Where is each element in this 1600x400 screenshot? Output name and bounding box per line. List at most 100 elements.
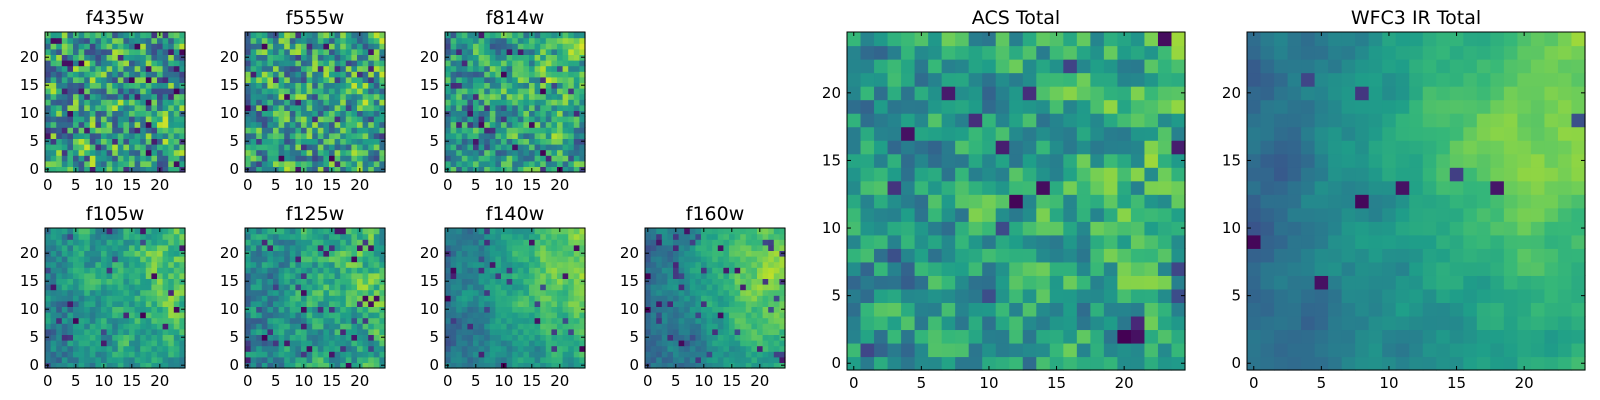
heatmap-cell (67, 149, 74, 156)
heatmap-cell (362, 160, 369, 167)
heatmap-cell (157, 144, 164, 151)
heatmap-cell (362, 149, 369, 156)
heatmap-cell (134, 312, 141, 319)
heatmap-cell (557, 295, 564, 302)
heatmap-cell (61, 65, 68, 72)
heatmap-cell (445, 76, 452, 83)
heatmap-cell (941, 315, 956, 331)
heatmap-cell (256, 328, 263, 335)
heatmap-cell (61, 334, 68, 341)
heatmap-cell (545, 272, 552, 279)
heatmap-cell (914, 342, 929, 358)
heatmap-cell (340, 48, 347, 55)
heatmap-cell (540, 54, 547, 61)
heatmap-cell (289, 239, 296, 246)
heatmap-cell (289, 289, 296, 296)
heatmap-cell (717, 300, 724, 307)
heatmap-cell (534, 138, 541, 145)
heatmap-cell (267, 121, 274, 128)
heatmap-cell (1049, 315, 1064, 331)
heatmap-cell (45, 99, 52, 106)
heatmap-cell (982, 356, 997, 371)
heatmap-cell (67, 99, 74, 106)
heatmap-cell (168, 300, 175, 307)
heatmap-cell (117, 256, 124, 263)
heatmap-cell (523, 93, 530, 100)
heatmap-cell (1171, 167, 1186, 182)
heatmap-cell (295, 65, 302, 72)
heatmap-cell (695, 295, 702, 302)
heatmap-cell (579, 317, 586, 324)
heatmap-cell (95, 261, 102, 268)
heatmap-cell (645, 351, 652, 358)
heatmap-cell (523, 127, 530, 134)
heatmap-cell (162, 65, 169, 72)
heatmap-cell (151, 71, 158, 78)
heatmap-cell (562, 356, 569, 363)
heatmap-cell (1049, 221, 1064, 236)
heatmap-cell (478, 60, 485, 67)
heatmap-cell (373, 278, 380, 285)
heatmap-cell (982, 167, 997, 182)
heatmap-cell (512, 300, 519, 307)
heatmap-cell (740, 261, 747, 268)
heatmap-cell (489, 228, 496, 235)
heatmap-cell (557, 104, 564, 111)
heatmap-cell (667, 334, 674, 341)
heatmap-cell (779, 300, 786, 307)
heatmap-cell (140, 228, 147, 235)
heatmap-cell (345, 138, 352, 145)
heatmap-cell (667, 228, 674, 235)
heatmap-cell (340, 104, 347, 111)
heatmap-cell (456, 132, 463, 139)
heatmap-cell (151, 99, 158, 106)
heatmap-cell (373, 60, 380, 67)
heatmap-cell (312, 334, 319, 341)
heatmap-cell (661, 278, 668, 285)
heatmap-cell (50, 267, 57, 274)
heatmap-cell (261, 60, 268, 67)
heatmap-cell (450, 65, 457, 72)
heatmap-cell (179, 317, 186, 324)
heatmap-cell (689, 256, 696, 263)
heatmap-cell (151, 166, 158, 173)
heatmap-cell (1090, 221, 1105, 236)
heatmap-cell (1144, 356, 1159, 371)
heatmap-cell (84, 261, 91, 268)
heatmap-cell (117, 138, 124, 145)
heatmap-cell (284, 351, 291, 358)
heatmap-cell (568, 93, 575, 100)
heatmap-cell (467, 250, 474, 257)
heatmap-cell (656, 300, 663, 307)
heatmap-cell (512, 71, 519, 78)
y-tick-label: 10 (420, 300, 439, 318)
heatmap-cell (1130, 234, 1146, 249)
heatmap-cell (579, 228, 586, 235)
heatmap-cell (661, 267, 668, 274)
heatmap-cell (173, 239, 180, 246)
heatmap-cell (245, 37, 252, 44)
heatmap-cell (540, 127, 547, 134)
heatmap-cell (445, 160, 452, 167)
heatmap-cell (928, 261, 943, 276)
heatmap-cell (478, 110, 485, 117)
heatmap-cell (506, 65, 513, 72)
heatmap-cell (473, 244, 480, 251)
heatmap-cell (847, 302, 862, 317)
heatmap-cell (278, 88, 285, 95)
heatmap-cell (678, 300, 685, 307)
heatmap-cell (134, 328, 141, 335)
heatmap-cell (506, 116, 513, 123)
heatmap-cell (284, 160, 291, 167)
heatmap-cell (245, 121, 252, 128)
heatmap-cell (529, 351, 536, 358)
heatmap-cell (256, 110, 263, 117)
heatmap-cell (484, 323, 491, 330)
heatmap-cell (701, 272, 708, 279)
heatmap-cell (267, 60, 274, 67)
heatmap-cell (473, 295, 480, 302)
heatmap-cell (517, 71, 524, 78)
heatmap-cell (284, 284, 291, 291)
heatmap-cell (717, 233, 724, 240)
heatmap-cell (568, 88, 575, 95)
